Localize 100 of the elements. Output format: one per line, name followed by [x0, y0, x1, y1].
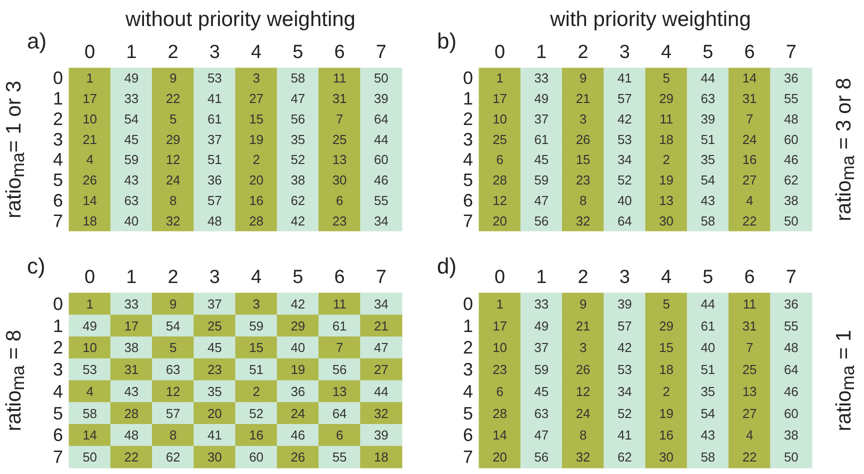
data-label: 15 — [659, 340, 674, 356]
data-label: 21 — [82, 132, 98, 147]
y-tick-label: 2 — [462, 108, 473, 129]
data-label: 5 — [662, 296, 670, 312]
data-label: 25 — [207, 318, 222, 334]
data-label: 58 — [700, 213, 716, 228]
y-tick-label: 4 — [462, 150, 473, 170]
y-tick-label: 5 — [462, 403, 473, 424]
data-label: 23 — [576, 172, 590, 188]
text: d) — [437, 254, 457, 278]
data-label: 64 — [784, 362, 798, 378]
data-label: 41 — [207, 91, 222, 106]
data-label: 33 — [124, 296, 139, 312]
data-label: 39 — [374, 428, 388, 443]
data-label: 10 — [82, 111, 98, 126]
y-tick-label: 3 — [52, 129, 63, 150]
data-label: 51 — [249, 362, 264, 378]
data-label: 63 — [700, 91, 716, 106]
data-label: 42 — [290, 213, 306, 228]
data-label: 56 — [534, 213, 549, 228]
data-label: 17 — [492, 318, 508, 334]
y-tick-label: 2 — [462, 338, 473, 358]
data-label: 22 — [742, 450, 757, 465]
x-tick-label: 6 — [334, 42, 345, 63]
data-label: 27 — [249, 91, 264, 106]
data-label: 55 — [784, 91, 798, 106]
data-label: 59 — [124, 152, 139, 168]
y2-axis-title: ratioma = 3 or 8 — [832, 78, 858, 222]
data-label: 59 — [534, 362, 549, 378]
data-label: 22 — [742, 213, 757, 228]
data-label: 53 — [617, 362, 632, 378]
data-label: 11 — [742, 296, 756, 312]
data-label: 23 — [492, 362, 508, 378]
data-label: 25 — [492, 132, 508, 147]
data-label: 19 — [249, 132, 264, 147]
data-label: 8 — [169, 192, 177, 208]
data-label: 56 — [534, 450, 549, 465]
data-label: 6 — [336, 428, 344, 443]
data-label: 14 — [492, 428, 508, 443]
data-label: 60 — [249, 450, 264, 465]
data-label: 11 — [332, 296, 346, 312]
data-label: 42 — [617, 340, 632, 356]
data-label: 1 — [496, 70, 504, 86]
data-label: 51 — [207, 152, 222, 168]
x-tick-label: 5 — [292, 267, 304, 288]
data-label: 18 — [374, 450, 388, 465]
data-label: 28 — [492, 172, 508, 188]
data-label: 51 — [700, 132, 716, 147]
data-label: 15 — [576, 152, 590, 168]
x-tick-label: 7 — [376, 42, 386, 63]
data-label: 64 — [374, 111, 388, 126]
data-label: 9 — [169, 70, 177, 86]
data-label: 45 — [534, 384, 549, 399]
y-tick-label: 1 — [52, 316, 63, 336]
data-label: 32 — [166, 213, 180, 228]
data-label: 14 — [82, 428, 98, 443]
y-tick-label: 2 — [52, 108, 63, 129]
data-label: 43 — [124, 384, 139, 399]
data-label: 32 — [576, 450, 590, 465]
data-label: 2 — [662, 152, 670, 168]
data-label: 14 — [82, 192, 98, 208]
data-label: 16 — [659, 428, 674, 443]
data-label: 47 — [534, 192, 549, 208]
data-label: 59 — [534, 172, 549, 188]
data-label: 33 — [534, 70, 549, 86]
data-label: 45 — [207, 340, 222, 356]
data-label: 20 — [492, 213, 508, 228]
y-tick-label: 3 — [52, 360, 63, 380]
data-label: 4 — [86, 152, 94, 168]
chart-title: with priority weighting — [549, 8, 751, 31]
data-label: 57 — [166, 406, 180, 421]
x-tick-label: 4 — [251, 267, 262, 288]
data-label: 8 — [169, 428, 177, 443]
data-label: 38 — [290, 172, 306, 188]
data-label: 5 — [169, 111, 177, 126]
data-label: 45 — [534, 152, 549, 168]
data-label: 23 — [332, 213, 347, 228]
data-label: 48 — [124, 428, 139, 443]
data-label: 57 — [617, 91, 632, 106]
data-label: 19 — [290, 362, 306, 378]
data-label: 58 — [82, 406, 98, 421]
data-label: 2 — [252, 384, 260, 399]
data-label: 50 — [82, 450, 98, 465]
data-label: 1 — [86, 296, 94, 312]
data-label: 40 — [700, 340, 716, 356]
data-label: 12 — [492, 192, 508, 208]
x-tick-label: 3 — [619, 267, 630, 288]
data-label: 43 — [124, 172, 139, 188]
data-label: 49 — [534, 91, 549, 106]
data-label: 42 — [290, 296, 306, 312]
y-axis-title: ratioma= 1 or 3 — [2, 80, 28, 218]
data-label: 62 — [784, 172, 798, 188]
data-label: 48 — [784, 340, 798, 356]
data-label: 1 — [86, 70, 94, 86]
data-label: 44 — [374, 384, 388, 399]
data-label: 52 — [249, 406, 264, 421]
x-tick-label: 1 — [536, 42, 547, 63]
data-label: 8 — [579, 428, 587, 443]
x-tick-label: 4 — [251, 42, 262, 63]
data-label: 23 — [207, 362, 222, 378]
